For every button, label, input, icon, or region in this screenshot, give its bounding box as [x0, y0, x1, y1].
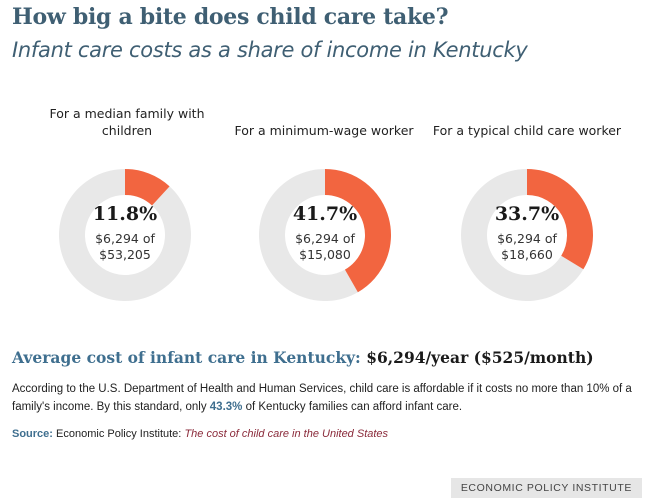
donut-center-detail-median-family: $6,294 of $53,205 — [60, 231, 190, 263]
donut-cost-minimum-wage: $6,294 of — [295, 231, 355, 246]
footer-brand: ECONOMIC POLICY INSTITUTE — [450, 478, 642, 498]
note-text-part2: of Kentucky families can afford infant c… — [242, 401, 463, 413]
donut-income-minimum-wage: $15,080 — [299, 247, 351, 262]
chart-title: How big a bite does child care take? — [12, 4, 449, 30]
donut-charts — [59, 169, 593, 301]
source-title: The cost of child care in the United Sta… — [184, 428, 389, 440]
donut-share-child-care-worker — [527, 169, 593, 270]
donut-label-minimum-wage: For a minimum-wage worker — [234, 123, 414, 138]
donut-center-detail-child-care-worker: $6,294 of $18,660 — [462, 231, 592, 263]
donut-center-pct-child-care-worker: 33.7% — [494, 203, 560, 225]
affordability-note: According to the U.S. Department of Heal… — [12, 380, 642, 416]
donut-share-median-family — [125, 169, 170, 206]
donut-center-pct-minimum-wage: 41.7% — [292, 203, 358, 225]
donut-remainder-child-care-worker — [461, 169, 584, 301]
note-highlight: 43.3% — [209, 401, 243, 413]
average-cost-label: Average cost of infant care in Kentucky: — [12, 348, 361, 367]
donut-income-median-family: $53,205 — [99, 247, 151, 262]
source-line: Source: Economic Policy Institute: The c… — [12, 428, 388, 440]
donut-income-child-care-worker: $18,660 — [501, 247, 553, 262]
average-cost-line: Average cost of infant care in Kentucky:… — [12, 348, 594, 367]
donut-center-detail-minimum-wage: $6,294 of $15,080 — [260, 231, 390, 263]
donut-remainder-minimum-wage — [259, 169, 358, 301]
average-cost-value: $6,294/year ($525/month) — [366, 348, 594, 367]
donut-center-pct-median-family: 11.8% — [92, 203, 158, 225]
source-label: Source: — [12, 428, 53, 440]
chart-subtitle: Infant care costs as a share of income i… — [12, 38, 528, 62]
source-org: Economic Policy Institute: — [56, 428, 182, 440]
donut-label-median-family: For a median family with children — [49, 106, 205, 138]
donut-label-child-care-worker: For a typical child care worker — [432, 123, 622, 138]
donut-cost-child-care-worker: $6,294 of — [497, 231, 557, 246]
donut-cost-median-family: $6,294 of — [95, 231, 155, 246]
donut-remainder-median-family — [59, 169, 192, 301]
note-text-part1: According to the U.S. Department of Heal… — [12, 383, 632, 413]
donut-share-minimum-wage — [325, 169, 391, 293]
